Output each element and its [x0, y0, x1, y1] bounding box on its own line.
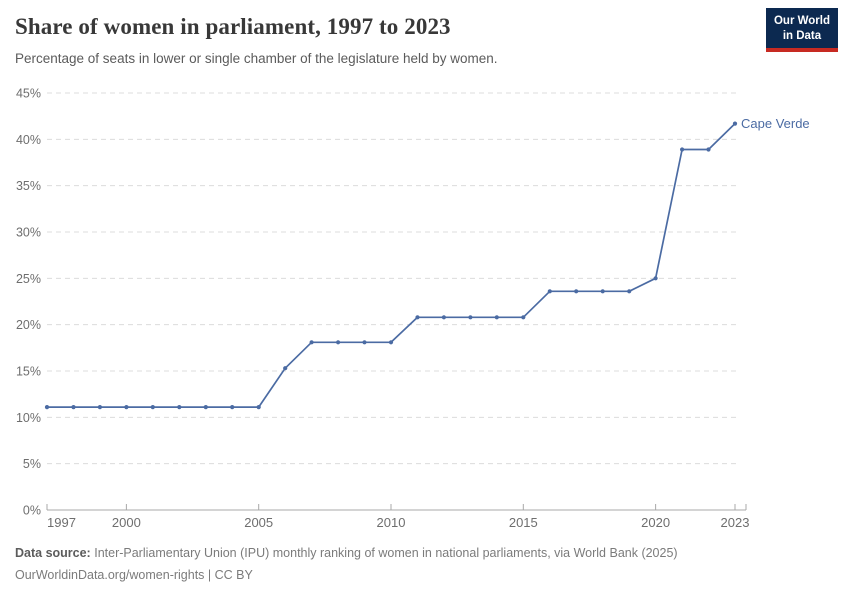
y-axis-tick-label: 45% — [16, 87, 41, 101]
x-axis-tick-label: 2005 — [244, 515, 273, 530]
x-axis-tick-label: 1997 — [47, 515, 76, 530]
data-point[interactable] — [415, 315, 420, 320]
y-axis-tick-label: 0% — [23, 504, 41, 518]
data-point[interactable] — [97, 405, 102, 410]
data-point[interactable] — [150, 405, 155, 410]
data-point[interactable] — [124, 405, 129, 410]
x-axis-tick-label: 2010 — [377, 515, 406, 530]
data-point[interactable] — [521, 315, 526, 320]
y-axis-tick-label: 20% — [16, 318, 41, 332]
data-point[interactable] — [706, 147, 711, 152]
owid-logo: Our World in Data — [765, 8, 838, 53]
y-axis-tick-label: 30% — [16, 226, 41, 240]
data-point[interactable] — [732, 121, 738, 126]
y-axis-tick-label: 10% — [16, 411, 41, 425]
y-axis-tick-label: 40% — [16, 133, 41, 147]
data-point[interactable] — [283, 366, 288, 371]
y-axis-tick-label: 15% — [16, 365, 41, 379]
owid-logo-line1: Our World — [773, 15, 830, 27]
series-line[interactable] — [47, 122, 736, 408]
data-point[interactable] — [388, 340, 394, 345]
page-title: Share of women in parliament, 1997 to 20… — [15, 14, 451, 39]
data-point[interactable] — [600, 289, 605, 294]
x-axis-tick-label: 2015 — [509, 515, 538, 530]
chart-footer: Data source: Inter-Parliamentary Union (… — [15, 542, 678, 586]
data-point[interactable] — [230, 405, 235, 410]
data-point[interactable] — [653, 276, 658, 281]
data-point[interactable] — [177, 405, 182, 410]
data-point[interactable] — [336, 340, 341, 345]
owid-logo-line2: in Data — [782, 30, 822, 43]
x-axis-tick-label: 2000 — [112, 515, 141, 530]
series-end-label[interactable]: Cape Verde — [741, 116, 810, 131]
data-point[interactable] — [627, 289, 632, 294]
data-point[interactable] — [441, 315, 446, 320]
data-point[interactable] — [547, 289, 552, 294]
y-axis-tick-label: 25% — [16, 272, 41, 286]
data-source-line: Data source: Inter-Parliamentary Union (… — [15, 542, 678, 564]
y-axis-tick-label: 35% — [16, 179, 41, 193]
data-source-label: Data source: — [15, 546, 91, 560]
data-point[interactable] — [680, 147, 685, 152]
license-line: OurWorldinData.org/women-rights | CC BY — [15, 568, 253, 582]
data-point[interactable] — [468, 315, 473, 320]
data-point[interactable] — [494, 315, 499, 320]
data-point[interactable] — [574, 289, 579, 294]
data-source-text: Inter-Parliamentary Union (IPU) monthly … — [94, 546, 678, 560]
data-point[interactable] — [256, 405, 261, 410]
data-point[interactable] — [44, 405, 50, 410]
data-point[interactable] — [309, 340, 314, 345]
x-axis-tick-label: 2023 — [721, 515, 750, 530]
line-chart-canvas: 0% 5% 10% 15% 20% 25% 30% 35% 40% 45% 1997 2000 2005… — [16, 87, 810, 531]
chart-subtitle: Percentage of seats in lower or single c… — [15, 51, 498, 66]
data-point[interactable] — [362, 340, 367, 345]
y-axis-tick-label: 5% — [23, 457, 41, 471]
x-axis-tick-label: 2020 — [641, 515, 670, 530]
data-point[interactable] — [203, 405, 208, 410]
data-point[interactable] — [71, 405, 76, 410]
